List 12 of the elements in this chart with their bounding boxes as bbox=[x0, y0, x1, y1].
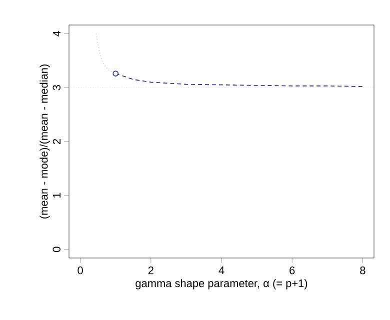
y-axis-title: (mean - mode)/(mean - median) bbox=[40, 64, 50, 218]
y-tick-label: 4 bbox=[52, 30, 60, 36]
y-tick-label: 1 bbox=[52, 192, 60, 198]
y-tick-label: 0 bbox=[52, 246, 60, 252]
x-tick-label: 6 bbox=[290, 266, 295, 274]
y-tick-label: 2 bbox=[52, 139, 60, 144]
x-tick-label: 2 bbox=[148, 266, 154, 274]
x-axis-title: gamma shape parameter, α (= p+1) bbox=[136, 279, 308, 290]
x-tick-label: 4 bbox=[218, 266, 224, 274]
x-tick-label: 8 bbox=[360, 266, 366, 274]
x-tick-label: 0 bbox=[78, 266, 83, 274]
y-tick-label: 3 bbox=[52, 85, 60, 90]
